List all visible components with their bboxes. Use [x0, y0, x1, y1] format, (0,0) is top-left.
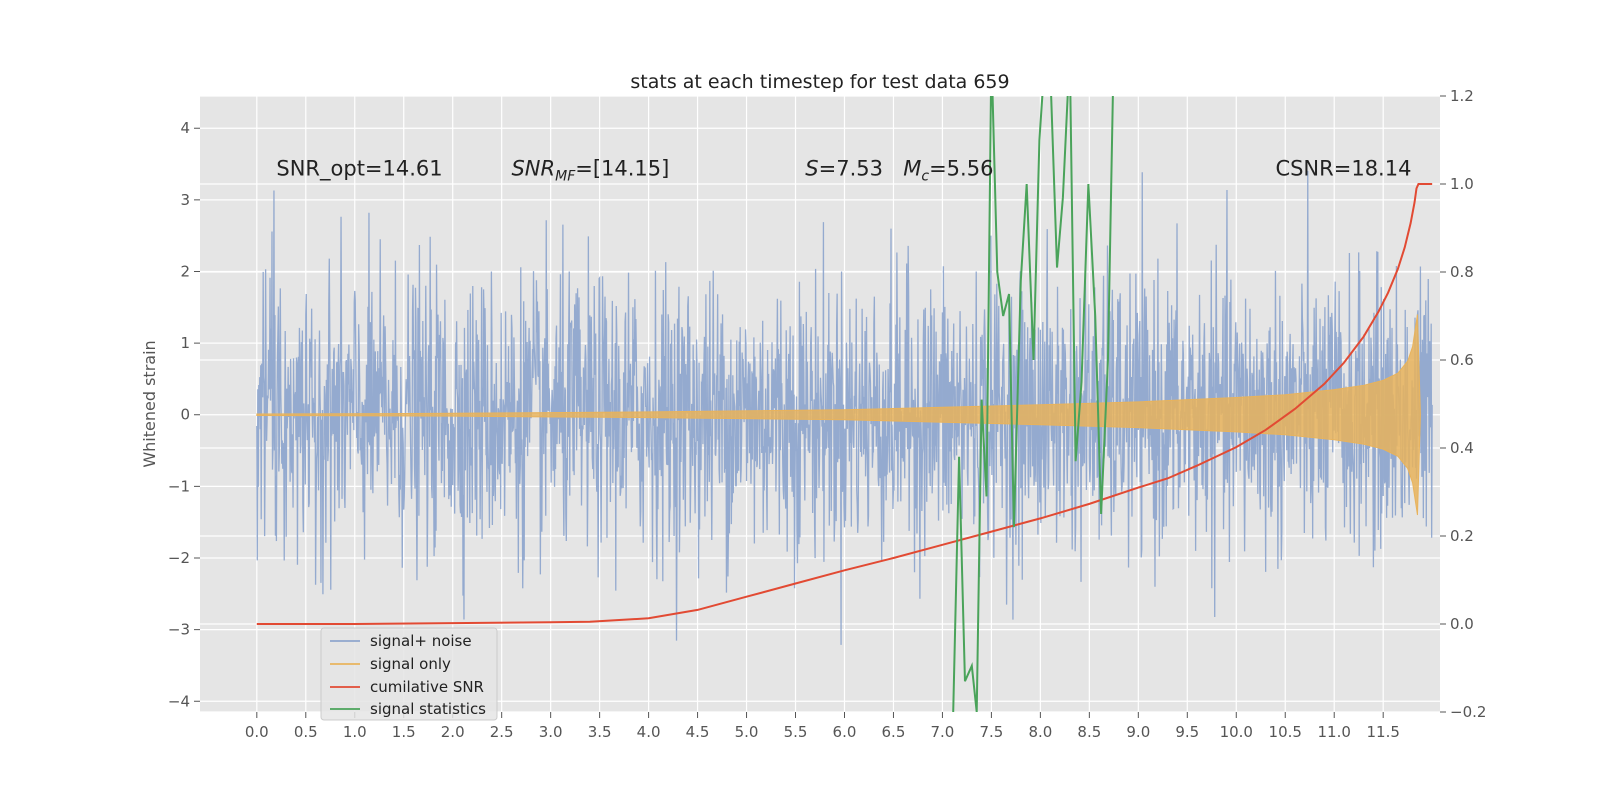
y-tick-label: 1: [180, 334, 190, 352]
y2-tick-label: −0.2: [1450, 703, 1486, 721]
x-tick-label: 8.5: [1077, 723, 1101, 741]
legend-label-signal-statistics: signal statistics: [370, 700, 486, 718]
chart-title: stats at each timestep for test data 659: [630, 71, 1009, 93]
x-tick-label: 2.5: [490, 723, 514, 741]
y2-tick-label: 0.2: [1450, 527, 1474, 545]
y-tick-label: −2: [168, 549, 190, 567]
y-tick-label: 4: [180, 119, 190, 137]
series-cumulative-snr: [256, 183, 1433, 625]
legend-entry-cumulative-snr: cumilative SNR: [330, 678, 484, 696]
y2-tick-label: 0.6: [1450, 351, 1474, 369]
x-tick-label: 1.0: [343, 723, 367, 741]
x-tick-label: 11.5: [1366, 723, 1399, 741]
series-signal-noise: [256, 170, 1433, 645]
x-tick-label: 9.5: [1175, 723, 1199, 741]
x-tick-label: 8.0: [1028, 723, 1052, 741]
legend-label-signal-only: signal only: [370, 655, 451, 673]
x-axis: 0.0 0.5 1.0 1.5 2.0 2.5 3.0 3.5 4.0 4.5 5.0 5.5 6.0 6…: [245, 712, 1400, 741]
series-signal-statistics: [952, 96, 1114, 712]
x-tick-label: 5.5: [784, 723, 808, 741]
y-tick-label: −3: [168, 621, 190, 639]
y-axis-left: 4 3 2 1 0 −1 −2 −3 −4: [168, 119, 200, 710]
annotation-1: SNRMF=[14.15]: [511, 156, 669, 184]
x-tick-label: 10.5: [1269, 723, 1302, 741]
x-tick-label: 4.5: [686, 723, 710, 741]
x-tick-label: 9.0: [1126, 723, 1150, 741]
x-tick-label: 3.0: [539, 723, 563, 741]
y-tick-label: 3: [180, 191, 190, 209]
x-tick-label: 4.0: [637, 723, 661, 741]
y2-tick-label: 1.0: [1450, 175, 1474, 193]
x-tick-label: 3.5: [588, 723, 612, 741]
x-tick-label: 7.5: [979, 723, 1003, 741]
y-tick-label: −4: [168, 692, 190, 710]
annotation-2: S=7.53: [805, 156, 883, 180]
x-tick-label: 0.0: [245, 723, 269, 741]
x-tick-label: 5.0: [735, 723, 759, 741]
x-tick-label: 2.0: [441, 723, 465, 741]
x-tick-label: 6.0: [833, 723, 857, 741]
y-tick-label: 2: [180, 262, 190, 280]
y2-tick-label: 0.0: [1450, 615, 1474, 633]
legend-label-cumulative-snr: cumilative SNR: [370, 678, 484, 696]
legend-box: [320, 627, 498, 721]
series-layer: [256, 96, 1433, 712]
y-tick-label: −1: [168, 477, 190, 495]
annotation-4: CSNR=18.14: [1275, 156, 1411, 180]
x-tick-label: 0.5: [294, 723, 318, 741]
y2-tick-label: 0.8: [1450, 263, 1474, 281]
y-axis-right: 1.2 1.0 0.8 0.6 0.4 0.2 0.0 −0.2: [1440, 87, 1486, 721]
y2-tick-label: 0.4: [1450, 439, 1474, 457]
annotation-0: SNR_opt=14.61: [276, 156, 442, 181]
legend-label-signal-noise: signal+ noise: [370, 632, 472, 650]
x-tick-label: 10.0: [1220, 723, 1253, 741]
series-signal-only: [256, 314, 1421, 516]
y-tick-label: 0: [180, 406, 190, 424]
x-tick-label: 1.5: [392, 723, 416, 741]
annotation-layer: SNR_opt=14.61 SNRMF=[14.15] S=7.53 Mc=5.56 C…: [276, 156, 1411, 184]
x-tick-label: 7.0: [931, 723, 955, 741]
legend: signal+ noise signal only cumilative SNR…: [320, 627, 498, 721]
x-tick-label: 11.0: [1318, 723, 1351, 741]
y-axis-label: Whitened strain: [140, 340, 159, 467]
annotation-3: Mc=5.56: [903, 156, 993, 184]
legend-entry-signal-noise: signal+ noise: [330, 632, 472, 650]
legend-entry-signal-only: signal only: [330, 655, 451, 673]
y2-tick-label: 1.2: [1450, 87, 1474, 105]
legend-entry-signal-statistics: signal statistics: [330, 700, 486, 718]
x-tick-label: 6.5: [882, 723, 906, 741]
